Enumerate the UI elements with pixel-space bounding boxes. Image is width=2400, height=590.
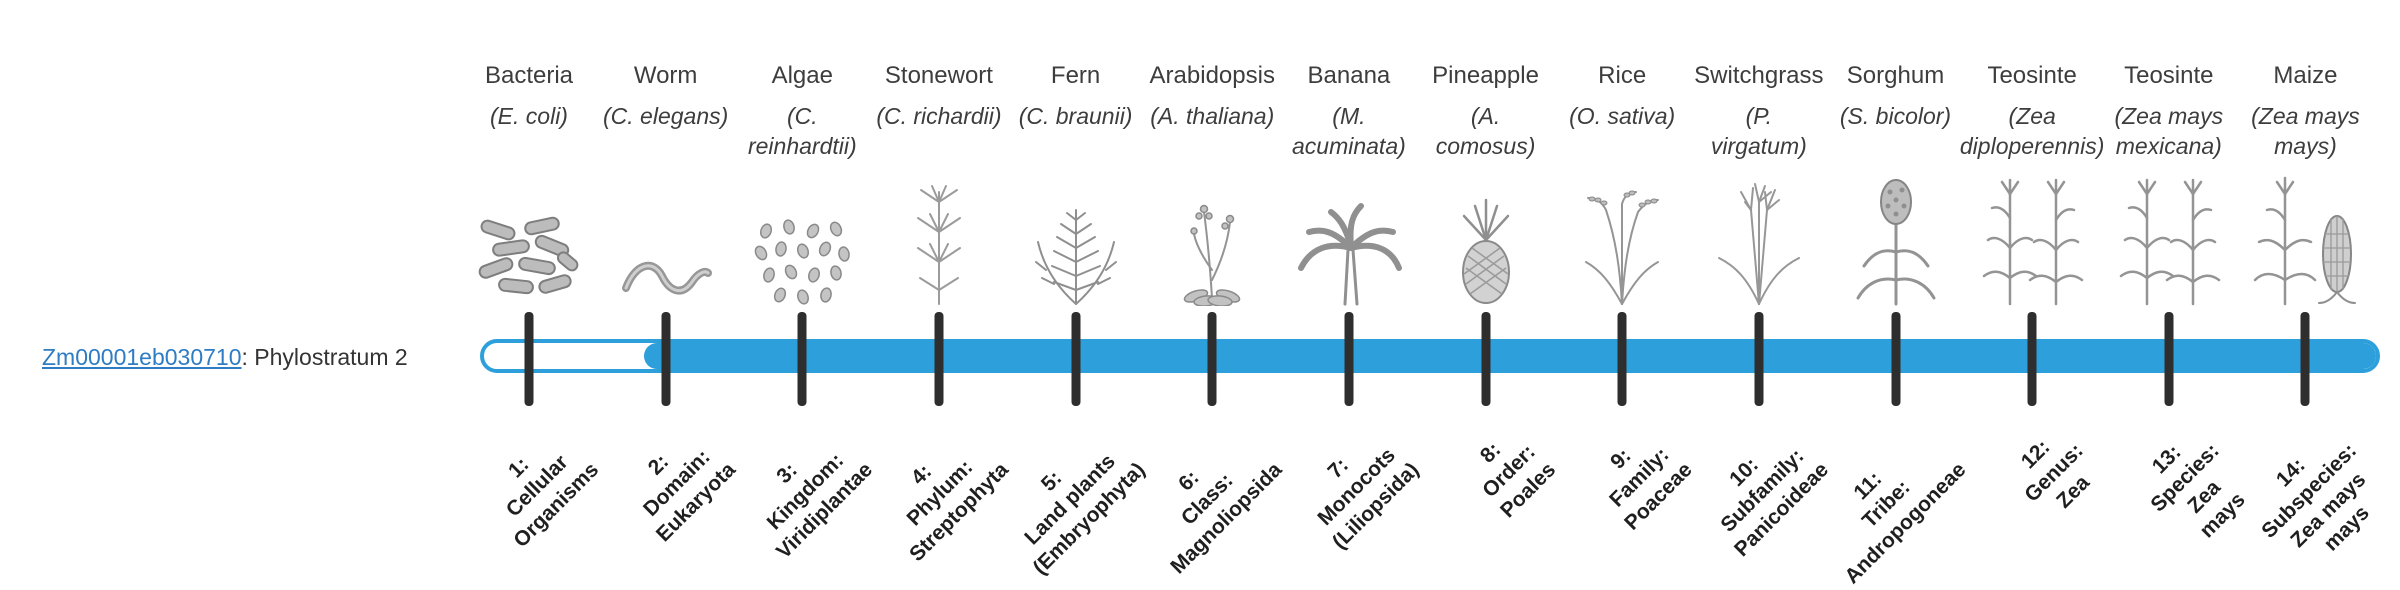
taxon-column: Worm (C. elegans) 2: Domain: Eukaryota — [551, 0, 781, 580]
stratum-label: 14: Subspecies: Zea mays mays — [2257, 439, 2374, 556]
taxon-column: Algae (C. reinhardtii) 3: Kingdom: Virid… — [687, 0, 917, 580]
stratum-tick — [2300, 312, 2310, 406]
taxon-scientific-name: (P. virgatum) — [1710, 103, 1807, 159]
taxon-column: Pineapple (A. comosus) 8: Order: Poales — [1371, 0, 1601, 580]
gene-label: Zm00001eb030710: Phylostratum 2 — [42, 344, 408, 371]
taxon-common-name: Stonewort — [884, 62, 993, 89]
taxon-common-name: Teosinte — [1987, 62, 2077, 89]
stratum-tick — [2027, 312, 2037, 406]
stratum-tick — [1891, 312, 1900, 406]
taxon-scientific-name: (A. comosus) — [1435, 103, 1536, 159]
taxon-scientific-name: (A. thaliana) — [1150, 103, 1275, 129]
pineapple-icon — [1371, 168, 1601, 306]
teosinte-icon — [1917, 168, 2147, 306]
taxon-common-name: Fern — [1050, 62, 1101, 89]
taxon-column: Bacteria (E. coli) 1: Cellular Organisms — [414, 0, 644, 580]
taxon-column: Switchgrass (P. virgatum) 10: Subfamily:… — [1644, 0, 1874, 580]
stonewort-icon — [824, 168, 1054, 306]
stratum-tick — [2164, 312, 2174, 406]
stratum-tick — [1071, 312, 1081, 406]
stratum-tick — [1617, 312, 1627, 406]
banana-icon — [1234, 168, 1464, 306]
worm-icon — [551, 168, 781, 306]
taxon-common-name: Maize — [2273, 62, 2338, 89]
taxon-scientific-name: (E. coli) — [490, 103, 568, 129]
taxon-common-name: Bacteria — [484, 62, 574, 89]
taxon-scientific-name: (S. bicolor) — [1839, 103, 1952, 129]
phylostrata-bar-fill — [644, 343, 2376, 369]
stratum-tick — [1344, 312, 1354, 406]
gene-id-link[interactable]: Zm00001eb030710 — [42, 344, 242, 370]
taxon-column: Stonewort (C. richardii) 4: Phylum: Stre… — [824, 0, 1054, 580]
stratum-tick — [934, 312, 944, 406]
rice-icon — [1507, 168, 1737, 306]
taxon-column: Teosinte (Zea diploperennis) 12: Genus: … — [1917, 0, 2147, 580]
stratum-tick — [1207, 312, 1217, 406]
taxon-common-name: Switchgrass — [1694, 62, 1824, 89]
taxon-scientific-name: (C. braunii) — [1018, 103, 1133, 129]
arabidopsis-icon — [1097, 168, 1327, 306]
stratum-tick — [797, 312, 807, 406]
taxon-scientific-name: (C. elegans) — [603, 103, 729, 129]
taxon-scientific-name: (C. reinhardtii) — [747, 103, 857, 159]
taxon-common-name: Arabidopsis — [1149, 62, 1275, 89]
taxon-scientific-name: (O. sativa) — [1569, 103, 1676, 129]
taxon-column: Rice (O. sativa) 9: Family: Poaceae — [1507, 0, 1737, 580]
taxon-common-name: Banana — [1307, 62, 1391, 89]
taxon-scientific-name: (Zea diploperennis) — [1959, 103, 2105, 159]
sorghum-icon — [1781, 168, 2011, 306]
taxon-common-name: Sorghum — [1846, 62, 1945, 89]
taxon-common-name: Pineapple — [1432, 62, 1539, 89]
taxon-common-name: Algae — [771, 62, 833, 89]
teosinte-icon — [2054, 168, 2284, 306]
gene-phylostratum-text: : Phylostratum 2 — [241, 344, 408, 370]
taxon-column: Arabidopsis (A. thaliana) 6: Class: Magn… — [1097, 0, 1327, 580]
taxon-column: Maize (Zea mays mays) 14: Subspecies: Ze… — [2190, 0, 2400, 580]
stratum-tick — [1481, 312, 1491, 406]
taxon-column: Banana (M. acuminata) 7: Monocots (Lilio… — [1234, 0, 1464, 580]
taxon-common-name: Worm — [633, 62, 698, 89]
algae-icon — [687, 168, 917, 306]
taxon-column: Sorghum (S. bicolor) 11: Tribe: Andropog… — [1781, 0, 2011, 588]
taxon-column: Teosinte (Zea mays mexicana) 13: Species… — [2054, 0, 2284, 580]
phylostrata-bar-track — [480, 339, 2380, 373]
maize-icon — [2190, 168, 2400, 306]
taxon-scientific-name: (M. acuminata) — [1292, 103, 1406, 159]
taxon-common-name: Rice — [1598, 62, 1647, 89]
taxon-scientific-name: (Zea mays mays) — [2251, 103, 2360, 159]
taxon-scientific-name: (C. richardii) — [876, 103, 1002, 129]
bacteria-icon — [414, 168, 644, 306]
fern-icon — [961, 168, 1191, 306]
stratum-tick — [661, 312, 671, 406]
taxon-scientific-name: (Zea mays mexicana) — [2114, 103, 2224, 159]
taxon-column: Fern (C. braunii) 5: Land plants (Embryo… — [961, 0, 1191, 580]
stratum-tick — [524, 312, 534, 406]
taxon-common-name: Teosinte — [2124, 62, 2214, 89]
stratum-tick — [1754, 312, 1764, 406]
switchgrass-icon — [1644, 168, 1874, 306]
